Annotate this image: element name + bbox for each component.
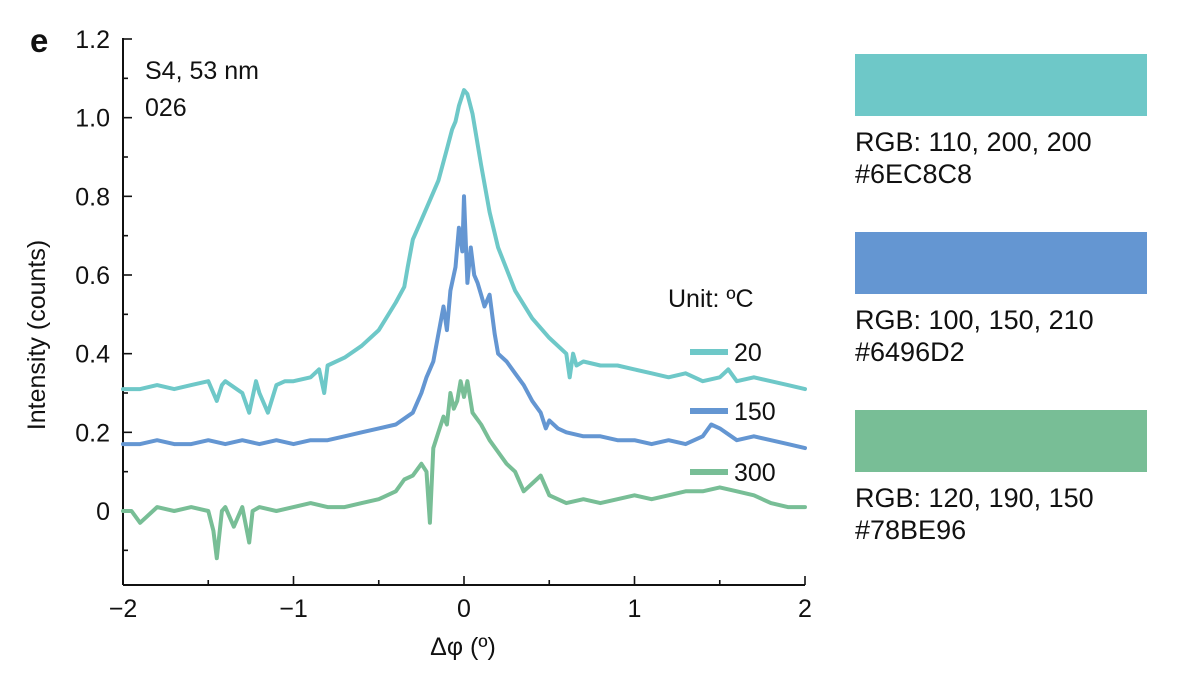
legend-label-20: 20 xyxy=(734,339,762,367)
line-chart: −2 −1 0 1 200.20.40.60.81.01.2 Unit: ºC20150… xyxy=(23,26,812,661)
y-tick-label: 0.2 xyxy=(75,419,110,447)
panel-label: e xyxy=(30,22,49,59)
swatch-hex-label: #6496D2 xyxy=(855,337,965,367)
x-tick-label: 2 xyxy=(798,595,812,623)
x-tick-label: −1 xyxy=(279,595,308,623)
x-tick-label: 0 xyxy=(457,595,471,623)
y-axis-label: Intensity (counts) xyxy=(23,240,51,430)
series-line-20 xyxy=(121,88,807,415)
legend-title: Unit: ºC xyxy=(668,285,754,313)
x-tick-label: 1 xyxy=(628,595,642,623)
chart-legend: Unit: ºC 20 150 300 xyxy=(668,285,776,487)
series-line-150 xyxy=(121,194,807,451)
swatch-color-bar xyxy=(855,232,1147,294)
color-swatch-2: RGB: 100, 150, 210 #6496D2 xyxy=(855,232,1147,368)
series-line-300 xyxy=(121,379,807,561)
chart-series xyxy=(121,88,807,561)
swatch-color-bar xyxy=(855,410,1147,472)
y-tick-label: 0.8 xyxy=(75,183,110,211)
y-tick-label: 1.0 xyxy=(75,105,110,133)
x-axis-label: Δφ (º) xyxy=(430,633,496,661)
swatch-hex-label: #6EC8C8 xyxy=(855,159,973,189)
color-swatch-1: RGB: 110, 200, 200 #6EC8C8 xyxy=(855,54,1147,190)
swatch-color-bar xyxy=(855,54,1147,116)
chart-annotation-index: 026 xyxy=(145,94,187,122)
swatch-rgb-label: RGB: 100, 150, 210 xyxy=(855,305,1094,335)
y-tick-label: 0 xyxy=(96,498,110,526)
legend-label-150: 150 xyxy=(734,398,776,426)
legend-label-300: 300 xyxy=(734,459,776,487)
y-tick-label: 0.4 xyxy=(75,341,110,369)
y-tick-label: 1.2 xyxy=(75,26,110,54)
y-tick-label: 0.6 xyxy=(75,262,110,290)
swatch-hex-label: #78BE96 xyxy=(855,515,967,545)
chart-axes: −2 −1 0 1 200.20.40.60.81.01.2 xyxy=(75,26,812,623)
chart-annotation-sample: S4, 53 nm xyxy=(145,57,259,85)
x-tick-label: −2 xyxy=(109,595,138,623)
color-swatch-3: RGB: 120, 190, 150 #78BE96 xyxy=(855,410,1147,546)
swatch-rgb-label: RGB: 110, 200, 200 xyxy=(855,127,1092,157)
swatch-rgb-label: RGB: 120, 190, 150 xyxy=(855,483,1094,513)
